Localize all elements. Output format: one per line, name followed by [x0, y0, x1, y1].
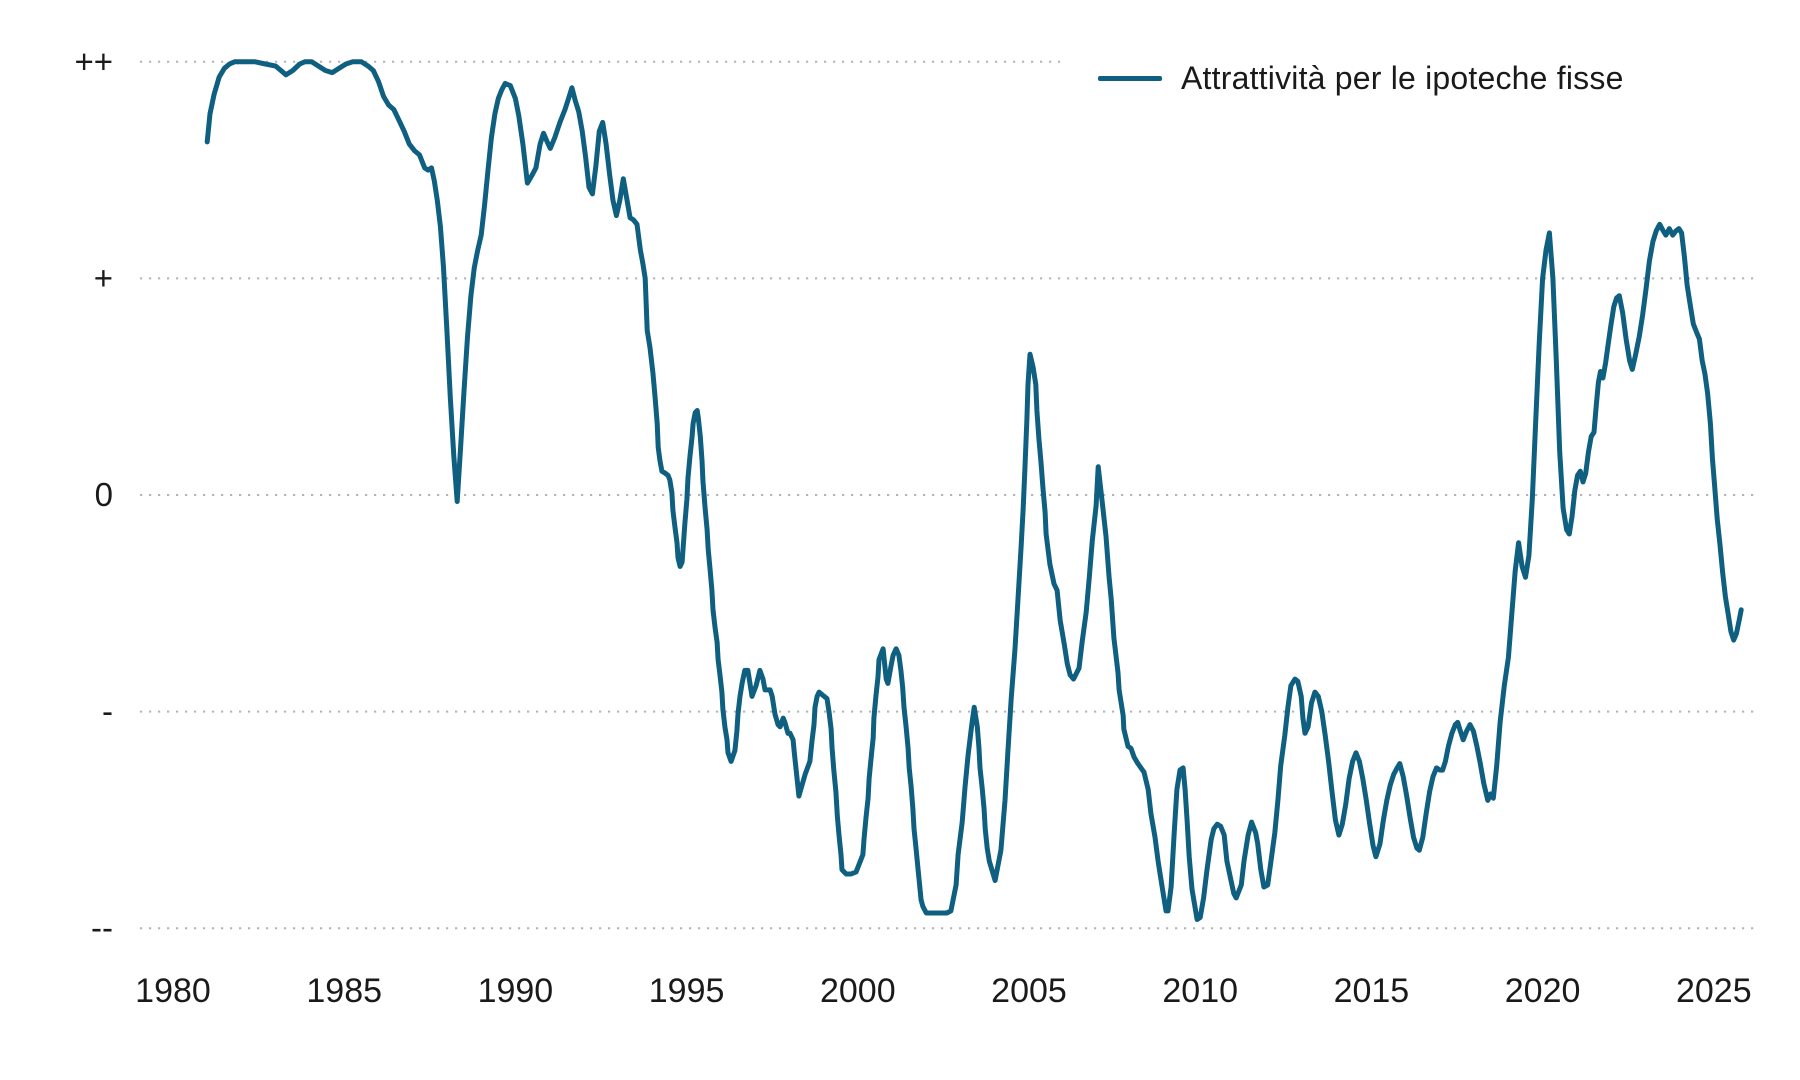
- y-tick-label: +: [94, 259, 113, 296]
- x-tick-label: 1995: [649, 972, 725, 1010]
- y-tick-label: ++: [74, 43, 113, 80]
- x-tick-label: 2020: [1505, 972, 1581, 1010]
- x-tick-label: 2015: [1334, 972, 1410, 1010]
- x-tick-label: 2010: [1162, 972, 1238, 1010]
- y-tick-label: -: [102, 693, 113, 730]
- x-tick-label: 1980: [135, 972, 211, 1010]
- chart-legend: Attrattività per le ipoteche fisse: [1098, 58, 1624, 98]
- series-line: [204, 59, 1744, 922]
- x-tick-label: 1990: [478, 972, 554, 1010]
- x-tick-label: 2005: [991, 972, 1067, 1010]
- legend-label: Attrattività per le ipoteche fisse: [1181, 59, 1624, 96]
- y-tick-label: --: [91, 909, 113, 946]
- x-tick-label: 2000: [820, 972, 896, 1010]
- legend-line-swatch: [1098, 75, 1162, 81]
- x-tick-label: 1985: [306, 972, 382, 1010]
- x-tick-label: 2025: [1676, 972, 1752, 1010]
- y-tick-label: 0: [95, 476, 113, 513]
